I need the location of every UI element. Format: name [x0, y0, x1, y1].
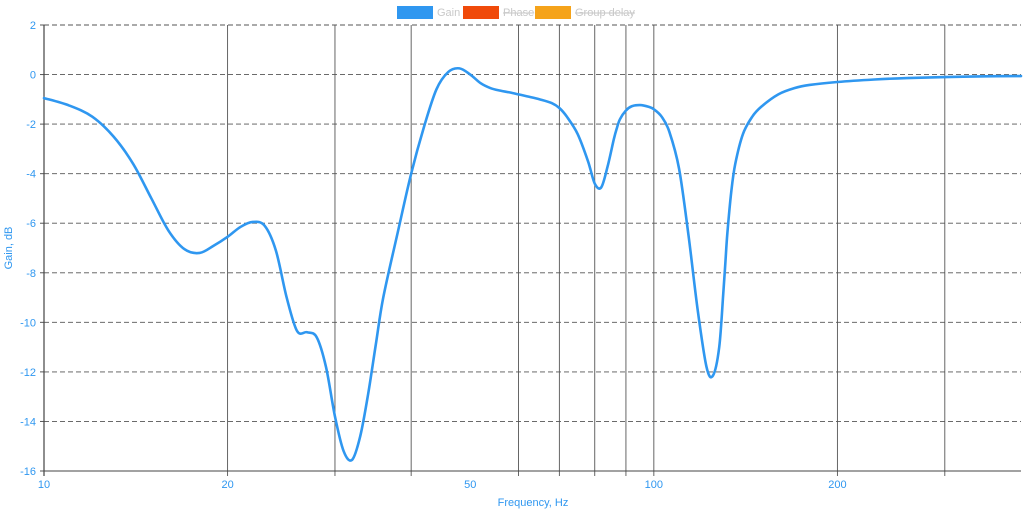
x-tick-label: 100	[645, 479, 663, 491]
grid	[44, 24, 1021, 476]
legend-swatch-group-delay	[535, 6, 571, 19]
legend-label-phase: Phase	[503, 7, 534, 19]
x-axis-title: Frequency, Hz	[498, 497, 569, 509]
y-tick-label: -2	[26, 119, 36, 131]
series-line-gain	[42, 66, 1023, 462]
legend-label-group-delay: Group delay	[575, 7, 635, 19]
y-tick-label: -6	[26, 218, 36, 230]
legend-swatch-gain	[397, 6, 433, 19]
legend-label-gain: Gain	[437, 7, 460, 19]
y-tick-label: -4	[26, 169, 36, 181]
x-tick-label: 20	[221, 479, 233, 491]
y-tick-label: -12	[20, 367, 36, 379]
x-tick-label: 200	[828, 479, 846, 491]
y-axis-title: Gain, dB	[3, 227, 15, 270]
legend: Gain Phase Group delay	[397, 6, 635, 19]
x-tick-label: 10	[38, 479, 50, 491]
y-tick-label: -8	[26, 268, 36, 280]
axes	[40, 24, 1021, 476]
legend-swatch-phase	[463, 6, 499, 19]
series-layer	[42, 66, 1023, 462]
y-tick-label: -10	[20, 317, 36, 329]
x-tick-label: 50	[464, 479, 476, 491]
y-tick-label: -14	[20, 416, 36, 428]
y-tick-label: 0	[30, 70, 36, 82]
y-tick-label: 2	[30, 20, 36, 32]
y-tick-label: -16	[20, 466, 36, 478]
